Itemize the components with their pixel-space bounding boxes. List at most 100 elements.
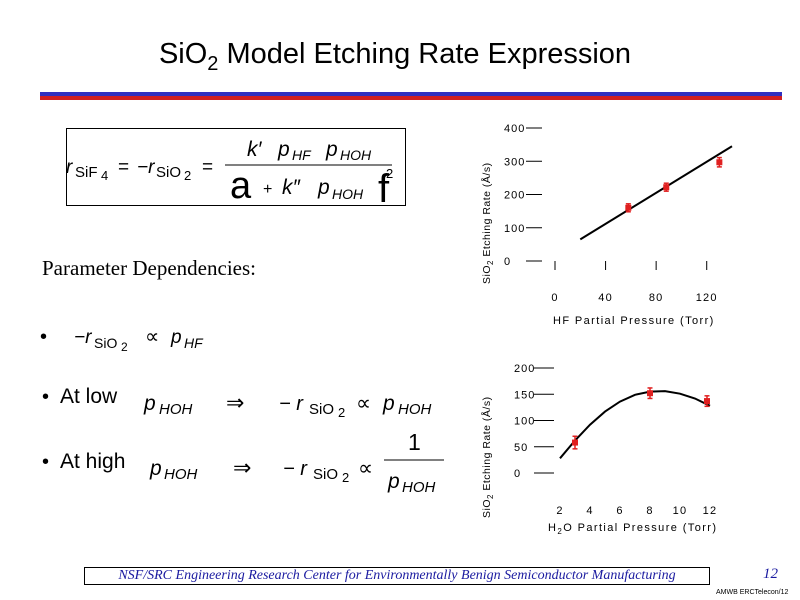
eq-lhs2-sub-b: 2 bbox=[184, 168, 191, 183]
chart2-x-axis-label: H2O Partial Pressure (Torr) bbox=[548, 522, 717, 536]
y-tick-label-100: 100 bbox=[504, 223, 525, 235]
eq-num-p1-sub: HF bbox=[292, 147, 312, 163]
eq-num-p2: p bbox=[325, 138, 338, 161]
x-tick-label-40: 40 bbox=[598, 292, 613, 304]
eq-den-k: k″ bbox=[282, 176, 302, 199]
chart1-x-axis-label: HF Partial Pressure (Torr) bbox=[553, 315, 715, 327]
y-tick-label-200: 200 bbox=[514, 363, 535, 375]
chart2-axes bbox=[534, 367, 554, 474]
bullet3-prop: ∝ bbox=[358, 457, 373, 480]
y-tick-label-0: 0 bbox=[504, 256, 511, 268]
bullet2-lhs: − r bbox=[279, 393, 304, 415]
eq-den-plus: + bbox=[263, 181, 272, 198]
bullet1-lhs-sub-b: 2 bbox=[121, 340, 128, 354]
y-tick-label-100: 100 bbox=[514, 416, 535, 428]
x-tick-label-0: 0 bbox=[551, 292, 558, 304]
bullet3-p-sub: HOH bbox=[164, 466, 198, 483]
bullet3-lhs-sub-b: 2 bbox=[342, 470, 349, 485]
chart1-points bbox=[625, 156, 723, 213]
bullet2-prop: ∝ bbox=[356, 392, 371, 415]
bullet3-implies: ⇒ bbox=[233, 455, 251, 480]
bullet2-rhs-sub: HOH bbox=[398, 401, 432, 418]
bullet2-lhs-sub-b: 2 bbox=[338, 405, 345, 420]
data-point-1 bbox=[647, 390, 653, 397]
bullet2-lhs-sub-a: SiO bbox=[309, 401, 334, 418]
chart2-x-tick-labels: 2 4 6 8 10 12 bbox=[556, 505, 718, 517]
eq-den-exp: 2 bbox=[386, 166, 393, 181]
bullet3-lhs-sub-a: SiO bbox=[313, 466, 338, 483]
eq-den-p-sub: HOH bbox=[332, 186, 364, 202]
y-tick-label-300: 300 bbox=[504, 156, 525, 168]
bullet2-rhs: p bbox=[382, 392, 395, 415]
rate-equation-box bbox=[66, 128, 406, 206]
bullet1-dot: • bbox=[40, 326, 47, 348]
x-tick-label-4: 4 bbox=[586, 505, 593, 517]
y-tick-label-50: 50 bbox=[514, 442, 528, 454]
fit-line bbox=[579, 145, 733, 241]
bullet1-lhs: −r bbox=[74, 327, 92, 348]
bullet1-rhs: p bbox=[170, 327, 182, 348]
chart1-axes bbox=[526, 127, 708, 270]
x-tick-label-12: 12 bbox=[703, 505, 718, 517]
y-tick-label-200: 200 bbox=[504, 190, 525, 202]
eq-den-f: f bbox=[378, 167, 390, 210]
data-point-0 bbox=[625, 204, 632, 211]
chart2-y-axis-label: SiO2 Etching Rate (Å/s) bbox=[480, 396, 495, 518]
eq-equals-2: = bbox=[202, 157, 213, 178]
eq-den-a: a bbox=[230, 165, 252, 207]
y-tick-label-0: 0 bbox=[514, 468, 521, 480]
eq-lhs1-r: r bbox=[66, 157, 73, 178]
eq-den-p: p bbox=[317, 176, 330, 199]
data-point-0 bbox=[572, 439, 578, 446]
params-heading: Parameter Dependencies: bbox=[42, 256, 256, 280]
chart2-points bbox=[572, 387, 710, 450]
slide-code: AMWB ERCTelecon/12 bbox=[716, 589, 789, 596]
bullet1-prop: ∝ bbox=[145, 326, 159, 348]
eq-lhs2: −r bbox=[137, 157, 155, 178]
eq-num-k: k′ bbox=[247, 138, 263, 161]
eq-lhs2-sub-a: SiO bbox=[156, 164, 181, 181]
data-point-2 bbox=[716, 159, 723, 166]
chart-h2o-pressure: 0 50 100 150 200 2 4 6 8 10 12 SiO2 Etching Rate … bbox=[480, 363, 718, 536]
rate-equation: r SiF 4 = −r SiO 2 = k′ p HF p HOH a + k… bbox=[66, 138, 393, 210]
x-tick-label-80: 80 bbox=[649, 292, 664, 304]
chart2-fit bbox=[559, 390, 711, 459]
bullet3-lead: At high bbox=[60, 450, 125, 473]
bullet1-rhs-sub: HF bbox=[184, 335, 204, 351]
bullet3-lhs: − r bbox=[283, 458, 308, 480]
eq-lhs1-sub-a: SiF bbox=[75, 164, 98, 181]
eq-num-p2-sub: HOH bbox=[340, 147, 372, 163]
bullet2-p: p bbox=[143, 392, 156, 415]
chart1-x-tick-labels: 0 40 80 120 bbox=[551, 292, 716, 304]
bullet3-den-sub: HOH bbox=[402, 479, 436, 496]
title-rule-blue bbox=[40, 92, 782, 96]
eq-num-p1: p bbox=[277, 138, 290, 161]
x-tick-label-10: 10 bbox=[673, 505, 688, 517]
chart1-y-axis-label: SiO2 Etching Rate (Å/s) bbox=[480, 162, 495, 284]
chart1-y-tick-labels: 0 100 200 300 400 bbox=[504, 123, 525, 268]
bullet3-dot: • bbox=[42, 451, 49, 473]
bullet2-lead: At low bbox=[60, 385, 118, 408]
bullet3-frac-num: 1 bbox=[408, 429, 421, 455]
title-rule-red bbox=[40, 96, 782, 100]
data-point-2 bbox=[704, 398, 710, 405]
chart2-y-tick-labels: 0 50 100 150 200 bbox=[514, 363, 535, 480]
page-number: 12 bbox=[763, 566, 778, 582]
bullet3-p: p bbox=[149, 457, 162, 480]
bullet2-implies: ⇒ bbox=[226, 390, 244, 415]
chart-hf-pressure: 0 100 200 300 400 0 40 80 120 SiO2 Etching Rate… bbox=[480, 123, 733, 327]
x-tick-label-8: 8 bbox=[646, 505, 653, 517]
eq-equals-1: = bbox=[118, 157, 129, 178]
bullet3-den: p bbox=[387, 470, 400, 493]
bullet2-dot: • bbox=[42, 386, 49, 408]
x-tick-label-6: 6 bbox=[616, 505, 623, 517]
data-point-1 bbox=[663, 184, 670, 191]
param-bullets: • −r SiO 2 ∝ p HF • At low p HOH ⇒ − r S… bbox=[40, 326, 444, 496]
footer-text: NSF/SRC Engineering Research Center for … bbox=[84, 567, 710, 585]
y-tick-label-400: 400 bbox=[504, 123, 525, 135]
fit-curve bbox=[559, 390, 711, 459]
bullet1-lhs-sub-a: SiO bbox=[94, 335, 117, 351]
slide-title: SiO2 Model Etching Rate Expression bbox=[158, 38, 632, 75]
eq-lhs1-sub-b: 4 bbox=[101, 168, 108, 183]
x-tick-label-2: 2 bbox=[556, 505, 563, 517]
